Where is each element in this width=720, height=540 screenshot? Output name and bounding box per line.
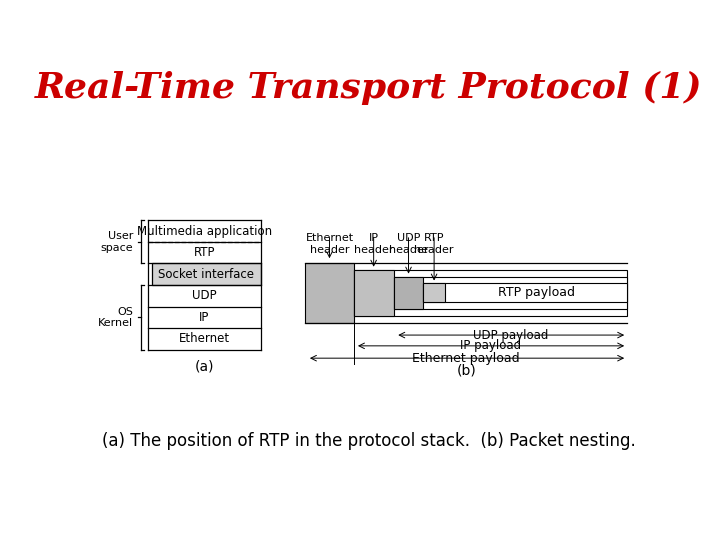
Text: Socket interface: Socket interface: [158, 268, 254, 281]
Bar: [394, 276, 627, 309]
Text: UDP payload: UDP payload: [473, 328, 548, 342]
Bar: [305, 262, 354, 323]
Text: RTP payload: RTP payload: [498, 286, 575, 299]
Text: Ethernet payload: Ethernet payload: [413, 352, 520, 365]
Text: User
space: User space: [101, 231, 133, 253]
Text: OS
Kernel: OS Kernel: [98, 307, 133, 328]
Text: Ethernet
header: Ethernet header: [305, 233, 354, 255]
Text: (a) The position of RTP in the protocol stack.  (b) Packet nesting.: (a) The position of RTP in the protocol …: [102, 431, 636, 450]
Text: Ethernet: Ethernet: [179, 333, 230, 346]
Bar: [423, 284, 627, 302]
Text: UDP: UDP: [192, 289, 217, 302]
Text: RTP: RTP: [194, 246, 215, 259]
Text: RTP
header: RTP header: [414, 233, 454, 255]
Text: UDP
header: UDP header: [389, 233, 428, 255]
Text: IP: IP: [199, 311, 210, 324]
Text: Real-Time Transport Protocol (1): Real-Time Transport Protocol (1): [35, 71, 703, 105]
Text: (b): (b): [456, 363, 476, 377]
Bar: [354, 269, 394, 316]
Text: IP payload: IP payload: [460, 339, 521, 353]
Bar: [354, 269, 627, 316]
Bar: [152, 264, 261, 285]
Bar: [394, 276, 423, 309]
Bar: [423, 284, 445, 302]
Text: Multimedia application: Multimedia application: [137, 225, 272, 238]
Text: (a): (a): [194, 360, 214, 374]
Text: IP
header: IP header: [354, 233, 393, 255]
